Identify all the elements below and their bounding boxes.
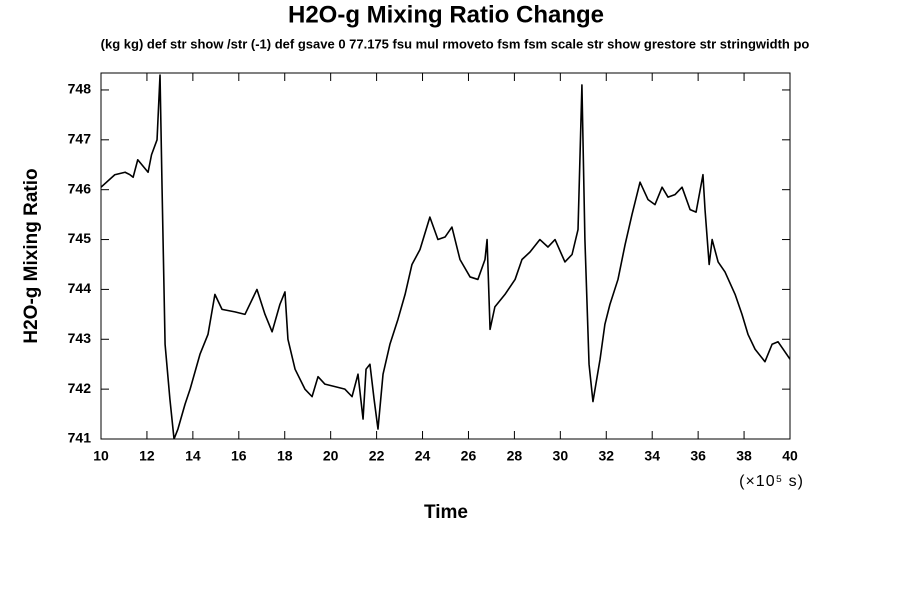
x-tick-label: 26 <box>461 448 477 464</box>
x-tick-label: 30 <box>553 448 569 464</box>
x-tick-label: 20 <box>323 448 339 464</box>
y-tick-label: 743 <box>68 330 92 346</box>
x-axis-label: Time <box>424 502 468 523</box>
x-tick-label: 16 <box>231 448 247 464</box>
y-tick-label: 742 <box>68 380 92 396</box>
y-tick-label: 746 <box>68 180 92 196</box>
x-tick-label: 14 <box>185 448 201 464</box>
chart-title: H2O-g Mixing Ratio Change <box>288 1 604 28</box>
y-tick-label: 745 <box>68 230 92 246</box>
y-tick-label: 748 <box>68 81 92 97</box>
y-tick-label: 741 <box>68 430 92 446</box>
y-tick-label: 747 <box>68 131 92 147</box>
x-tick-label: 28 <box>507 448 523 464</box>
x-tick-label: 18 <box>277 448 293 464</box>
x-tick-label: 22 <box>369 448 385 464</box>
x-tick-label: 32 <box>598 448 614 464</box>
x-tick-label: 24 <box>415 448 431 464</box>
x-tick-label: 40 <box>782 448 798 464</box>
x-tick-label: 34 <box>644 448 660 464</box>
x-axis-unit: (×10⁵ s) <box>739 473 804 490</box>
y-tick-label: 744 <box>68 280 92 296</box>
chart-subtitle: (kg kg) def str show /str (-1) def gsave… <box>101 36 810 51</box>
x-tick-label: 38 <box>736 448 752 464</box>
x-tick-label: 36 <box>690 448 706 464</box>
plot-frame <box>100 72 791 440</box>
x-tick-label: 12 <box>139 448 155 464</box>
data-line <box>101 74 790 439</box>
y-axis-label: H2O-g Mixing Ratio <box>21 168 42 343</box>
x-tick-label: 10 <box>93 448 109 464</box>
